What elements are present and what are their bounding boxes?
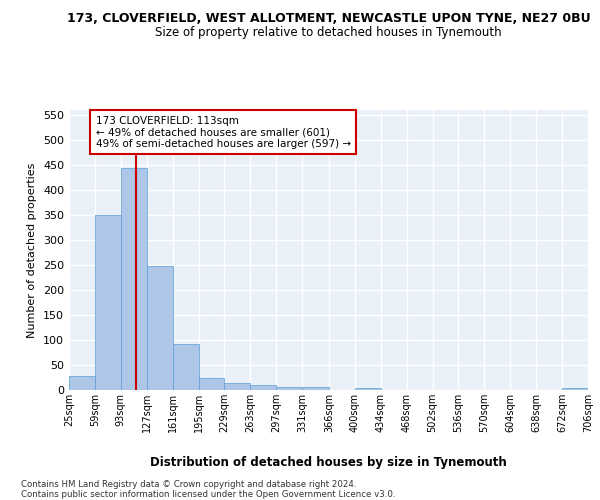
Text: Distribution of detached houses by size in Tynemouth: Distribution of detached houses by size …	[151, 456, 507, 469]
Text: Size of property relative to detached houses in Tynemouth: Size of property relative to detached ho…	[155, 26, 502, 39]
Y-axis label: Number of detached properties: Number of detached properties	[28, 162, 37, 338]
Text: 173 CLOVERFIELD: 113sqm
← 49% of detached houses are smaller (601)
49% of semi-d: 173 CLOVERFIELD: 113sqm ← 49% of detache…	[95, 116, 351, 148]
Bar	[121, 168, 147, 390]
Bar	[199, 378, 224, 390]
Bar	[250, 384, 276, 390]
Bar	[302, 387, 329, 390]
Bar	[562, 388, 588, 390]
Bar	[173, 344, 199, 390]
Text: Contains HM Land Registry data © Crown copyright and database right 2024.
Contai: Contains HM Land Registry data © Crown c…	[21, 480, 395, 499]
Bar	[355, 388, 381, 390]
Bar	[95, 215, 121, 390]
Bar	[276, 386, 302, 390]
Text: 173, CLOVERFIELD, WEST ALLOTMENT, NEWCASTLE UPON TYNE, NE27 0BU: 173, CLOVERFIELD, WEST ALLOTMENT, NEWCAS…	[67, 12, 590, 26]
Bar	[147, 266, 173, 390]
Bar	[69, 376, 95, 390]
Bar	[224, 383, 250, 390]
